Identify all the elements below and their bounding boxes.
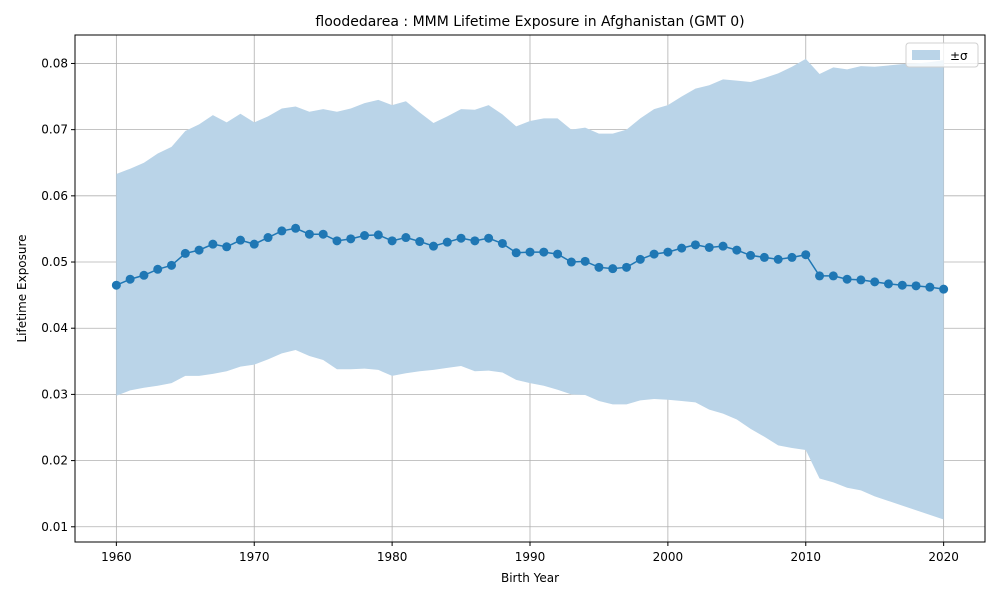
data-point [235,235,245,245]
data-point [677,243,687,253]
data-point [635,254,645,264]
data-point [759,252,769,262]
y-tick-label: 0.08 [41,56,68,70]
data-point [663,247,673,257]
data-point [746,250,756,260]
y-axis-ticks: 0.01 0.02 0.03 0.04 0.05 0.06 0.07 0.08 [41,56,75,534]
data-point [828,271,838,281]
y-tick-label: 0.03 [41,387,68,401]
data-point [497,238,507,248]
data-point [456,233,466,243]
chart-title: floodedarea : MMM Lifetime Exposure in A… [315,14,744,30]
data-point [318,229,328,239]
legend-label-sigma: ±σ [950,49,968,63]
data-point [180,248,190,258]
data-point [704,242,714,252]
y-tick-label: 0.07 [41,123,68,137]
data-point [222,242,232,252]
data-point [911,281,921,291]
data-point [787,252,797,262]
data-point [773,254,783,264]
data-point [125,274,135,284]
data-point [883,279,893,289]
y-tick-label: 0.02 [41,454,68,468]
data-point [608,264,618,274]
legend: ±σ [905,42,979,68]
data-point [332,236,342,246]
data-point [553,249,563,259]
data-point [442,237,452,247]
data-point [566,257,576,267]
data-point [815,271,825,281]
data-point [594,262,604,272]
data-point [939,284,949,294]
data-point [870,277,880,287]
data-point [649,249,659,259]
data-point [539,247,549,257]
data-point [525,247,535,257]
x-tick-label: 2020 [928,550,959,564]
sigma-band [116,58,944,520]
data-point [718,241,728,251]
data-point [373,230,383,240]
data-point [622,262,632,272]
data-point [346,234,356,244]
data-point [842,274,852,284]
data-point [470,236,480,246]
data-point [249,239,259,249]
data-point [263,233,273,243]
data-point [415,237,425,247]
data-point [360,231,370,241]
data-point [897,280,907,290]
data-point [153,264,163,274]
data-point [801,250,811,260]
data-point [511,248,521,258]
x-axis-ticks: 1960 1970 1980 1990 2000 2010 2020 [101,542,959,564]
data-point [690,240,700,250]
y-tick-label: 0.05 [41,255,68,269]
x-tick-label: 2000 [653,550,684,564]
data-point [277,226,287,236]
data-point [925,282,935,292]
data-point [387,236,397,246]
data-point [194,245,204,255]
legend-swatch-sigma [912,50,940,60]
y-tick-label: 0.01 [41,520,68,534]
data-point [139,270,149,280]
x-tick-label: 1980 [377,550,408,564]
data-point [484,233,494,243]
x-tick-label: 1970 [239,550,270,564]
x-tick-label: 1990 [515,550,546,564]
legend-box [905,42,979,68]
x-axis-label: Birth Year [501,571,559,585]
sigma-band-layer [116,58,944,520]
data-point [304,229,314,239]
data-point [856,275,866,285]
x-tick-label: 1960 [101,550,132,564]
y-tick-label: 0.04 [41,321,68,335]
data-point [111,280,121,290]
data-point [167,260,177,270]
x-tick-label: 2010 [790,550,821,564]
data-point [580,256,590,266]
y-axis-label: Lifetime Exposure [15,234,29,342]
data-point [428,241,438,251]
y-tick-label: 0.06 [41,189,68,203]
data-point [208,239,218,249]
data-point [291,223,301,233]
data-point [732,245,742,255]
data-point [401,233,411,243]
data-points-layer [111,223,949,294]
